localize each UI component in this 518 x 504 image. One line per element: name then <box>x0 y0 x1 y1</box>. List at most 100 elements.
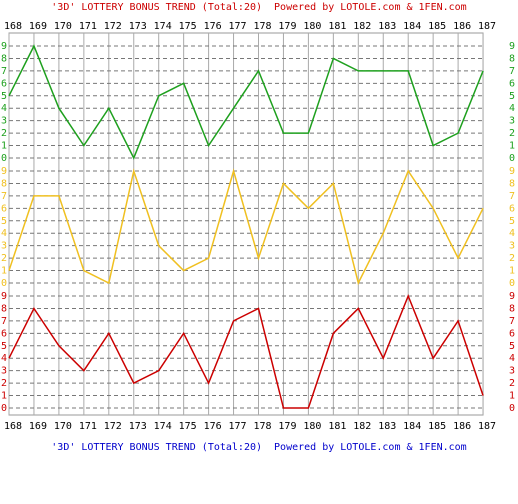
y-tick-label-left: 0 <box>1 153 7 164</box>
y-tick-label-left: 3 <box>1 241 7 252</box>
y-tick-label-left: 3 <box>1 366 7 377</box>
y-tick-label-left: 2 <box>1 253 7 264</box>
x-tick-label-top: 175 <box>179 21 197 32</box>
y-tick-label-right: 0 <box>509 403 515 414</box>
x-tick-label-bottom: 182 <box>353 421 371 432</box>
x-tick-label-top: 181 <box>328 21 346 32</box>
y-tick-label-right: 4 <box>509 228 515 239</box>
x-tick-label-bottom: 175 <box>179 421 197 432</box>
y-tick-label-right: 8 <box>509 303 515 314</box>
trend-line <box>8 168 484 286</box>
y-tick-label-left: 3 <box>1 116 7 127</box>
y-tick-label-left: 4 <box>1 353 7 364</box>
y-tick-label-right: 7 <box>509 66 515 77</box>
y-tick-label-left: 4 <box>1 228 7 239</box>
x-tick-label-bottom: 181 <box>328 421 346 432</box>
y-tick-label-right: 3 <box>509 366 515 377</box>
y-tick-label-left: 1 <box>1 266 7 277</box>
x-tick-label-top: 177 <box>229 21 247 32</box>
x-tick-label-top: 186 <box>453 21 471 32</box>
y-tick-label-right: 7 <box>509 191 515 202</box>
y-tick-label-right: 8 <box>509 178 515 189</box>
x-tick-label-top: 168 <box>4 21 22 32</box>
y-tick-label-right: 6 <box>509 203 515 214</box>
x-tick-label-top: 184 <box>403 21 421 32</box>
x-tick-label-bottom: 169 <box>29 421 47 432</box>
x-tick-label-top: 174 <box>154 21 172 32</box>
x-tick-label-bottom: 185 <box>428 421 446 432</box>
x-tick-label-bottom: 183 <box>378 421 396 432</box>
y-tick-label-left: 6 <box>1 78 7 89</box>
x-tick-label-bottom: 172 <box>104 421 122 432</box>
x-tick-label-top: 183 <box>378 21 396 32</box>
y-tick-label-left: 8 <box>1 303 7 314</box>
chart-footer-title: '3D' LOTTERY BONUS TREND (Total:20) Powe… <box>51 442 466 453</box>
y-tick-label-right: 0 <box>509 153 515 164</box>
x-tick-label-bottom: 177 <box>229 421 247 432</box>
y-tick-label-left: 8 <box>1 53 7 64</box>
y-tick-label-right: 9 <box>509 41 515 52</box>
y-tick-label-right: 3 <box>509 116 515 127</box>
y-tick-label-left: 9 <box>1 166 7 177</box>
x-tick-label-top: 179 <box>278 21 296 32</box>
y-tick-label-left: 6 <box>1 203 7 214</box>
x-tick-label-bottom: 180 <box>303 421 321 432</box>
y-tick-label-left: 9 <box>1 41 7 52</box>
y-tick-label-left: 8 <box>1 178 7 189</box>
x-tick-label-bottom: 176 <box>204 421 222 432</box>
y-tick-label-left: 6 <box>1 328 7 339</box>
y-tick-label-right: 2 <box>509 253 515 264</box>
trend-line <box>8 44 484 160</box>
y-tick-label-left: 0 <box>1 278 7 289</box>
x-tick-label-bottom: 179 <box>278 421 296 432</box>
y-tick-label-right: 6 <box>509 328 515 339</box>
x-tick-label-top: 185 <box>428 21 446 32</box>
y-tick-label-left: 5 <box>1 91 7 102</box>
y-tick-label-left: 1 <box>1 391 7 402</box>
x-tick-label-bottom: 171 <box>79 421 97 432</box>
y-tick-label-right: 2 <box>509 378 515 389</box>
y-tick-label-right: 1 <box>509 391 515 402</box>
y-tick-label-right: 9 <box>509 291 515 302</box>
x-tick-label-bottom: 178 <box>253 421 271 432</box>
x-tick-label-bottom: 173 <box>129 421 147 432</box>
x-tick-label-bottom: 174 <box>154 421 172 432</box>
x-tick-label-top: 169 <box>29 21 47 32</box>
y-tick-label-right: 6 <box>509 78 515 89</box>
x-tick-label-bottom: 168 <box>4 421 22 432</box>
y-tick-label-right: 9 <box>509 166 515 177</box>
y-tick-label-right: 3 <box>509 241 515 252</box>
x-tick-label-top: 176 <box>204 21 222 32</box>
y-tick-label-left: 2 <box>1 378 7 389</box>
x-tick-label-top: 180 <box>303 21 321 32</box>
x-tick-label-top: 171 <box>79 21 97 32</box>
x-tick-label-top: 182 <box>353 21 371 32</box>
y-tick-label-right: 2 <box>509 128 515 139</box>
y-tick-label-left: 2 <box>1 128 7 139</box>
y-tick-label-left: 4 <box>1 103 7 114</box>
y-tick-label-left: 7 <box>1 191 7 202</box>
y-tick-label-left: 5 <box>1 216 7 227</box>
x-tick-label-top: 172 <box>104 21 122 32</box>
y-tick-label-left: 7 <box>1 66 7 77</box>
y-tick-label-right: 4 <box>509 353 515 364</box>
x-tick-label-bottom: 187 <box>478 421 496 432</box>
y-tick-label-left: 5 <box>1 341 7 352</box>
x-tick-label-top: 178 <box>253 21 271 32</box>
y-tick-label-left: 0 <box>1 403 7 414</box>
x-tick-label-bottom: 186 <box>453 421 471 432</box>
y-tick-label-left: 9 <box>1 291 7 302</box>
y-tick-label-right: 1 <box>509 266 515 277</box>
trend-line <box>8 293 484 409</box>
y-tick-label-left: 7 <box>1 316 7 327</box>
x-tick-label-bottom: 184 <box>403 421 421 432</box>
y-tick-label-right: 7 <box>509 316 515 327</box>
y-tick-label-right: 1 <box>509 141 515 152</box>
y-tick-label-left: 1 <box>1 141 7 152</box>
y-tick-label-right: 5 <box>509 341 515 352</box>
y-tick-label-right: 0 <box>509 278 515 289</box>
x-tick-label-top: 173 <box>129 21 147 32</box>
y-tick-label-right: 8 <box>509 53 515 64</box>
x-tick-label-top: 187 <box>478 21 496 32</box>
